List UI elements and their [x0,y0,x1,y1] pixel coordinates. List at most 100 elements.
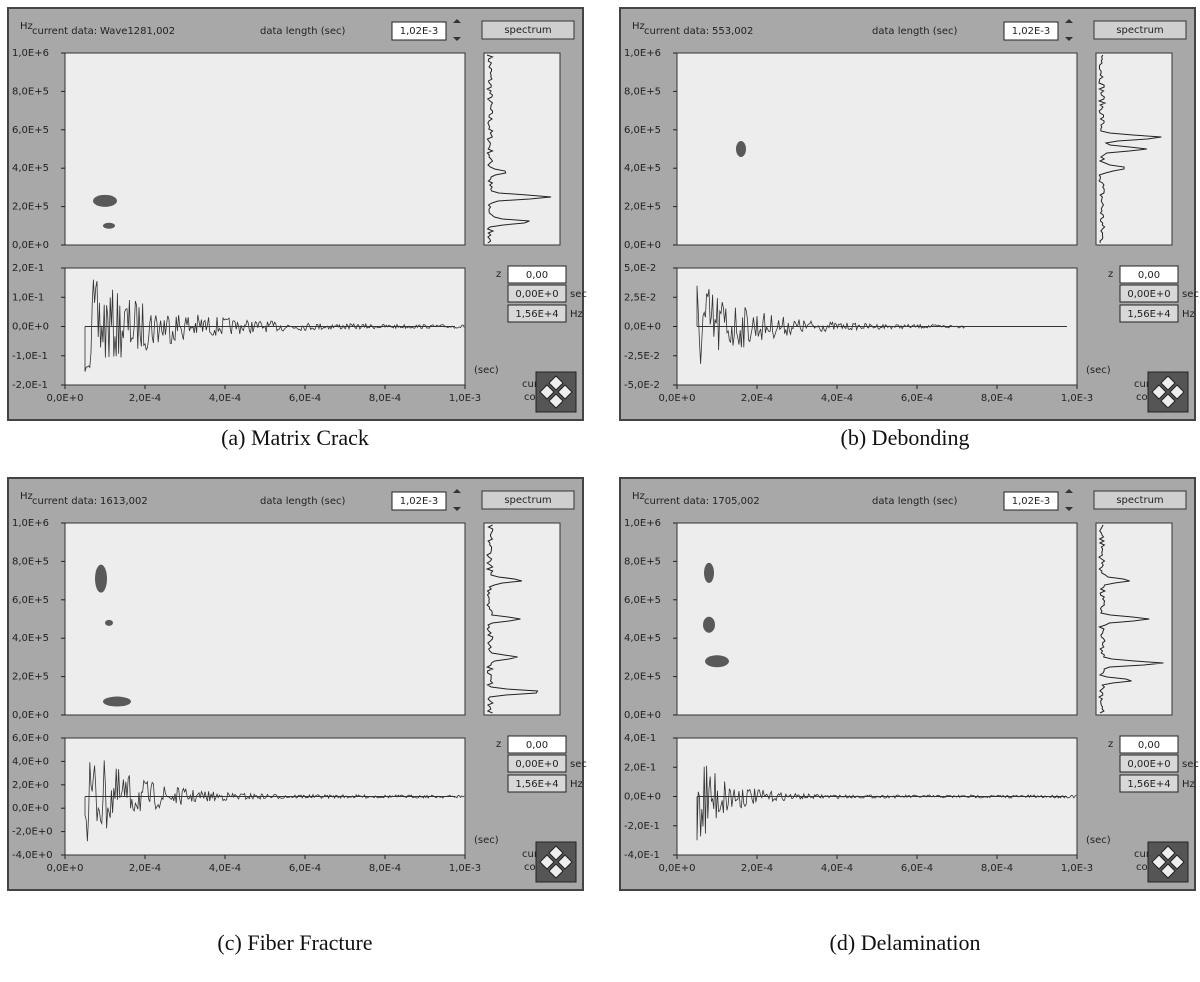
freq-unit: Hz [1182,779,1195,790]
readout-value: 0,00E+0 [515,759,558,770]
waveform-tick-label: -2,0E-1 [12,380,48,391]
data-length-label: data length (sec) [872,496,958,507]
readout-value: 1,56E+4 [515,309,558,320]
hz-label: Hz [632,21,645,32]
x-tick-label: 0,0E+0 [47,863,84,874]
x-tick-label: 6,0E-4 [901,393,933,404]
x-tick-label: 2,0E-4 [741,863,773,874]
spectrogram-blob [704,563,714,583]
readout-value: 0,00E+0 [1127,289,1170,300]
time-unit: sec [1182,759,1199,770]
spectrum-area [1096,53,1172,245]
spectrogram-blob [703,617,715,633]
x-tick-label: 8,0E-4 [981,393,1013,404]
x-tick-label: 8,0E-4 [369,393,401,404]
x-tick-label: 0,0E+0 [659,393,696,404]
spectrum-area [1096,523,1172,715]
spectrogram-area [677,523,1077,715]
spectrogram-blob [105,620,113,626]
spectrogram-tick-label: 8,0E+5 [12,86,49,97]
current-data-label: current data: [32,26,97,37]
spectrum-button-label: spectrum [1116,495,1163,506]
spectrogram-tick-label: 4,0E+5 [624,633,661,644]
freq-unit: Hz [1182,309,1195,320]
spectrogram-tick-label: 4,0E+5 [624,163,661,174]
panel: Hzcurrent data:1613,002data length (sec)… [8,478,587,890]
spectrogram-blob [93,195,117,207]
spectrogram-tick-label: 8,0E+5 [12,556,49,567]
x-tick-label: 2,0E-4 [129,393,161,404]
spectrum-area [484,53,560,245]
waveform-tick-label: 0,0E+0 [12,803,49,814]
spectrogram-tick-label: 1,0E+6 [624,518,661,529]
caption: (a) Matrix Crack [221,425,369,450]
figure: Hzcurrent data:Wave1281,002data length (… [0,0,1200,982]
spectrogram-tick-label: 4,0E+5 [12,163,49,174]
waveform-tick-label: 2,0E+0 [12,780,49,791]
freq-unit: Hz [570,309,583,320]
x-tick-label: 6,0E-4 [289,393,321,404]
x-tick-label: 6,0E-4 [901,863,933,874]
z-label: z [496,739,501,750]
spectrogram-tick-label: 6,0E+5 [624,595,661,606]
x-tick-label: 8,0E-4 [369,863,401,874]
time-unit: sec [570,289,587,300]
spectrum-button-label: spectrum [1116,25,1163,36]
waveform-tick-label: 2,5E-2 [624,292,656,303]
waveform-tick-label: 0,0E+0 [624,792,661,803]
x-unit: (sec) [1086,365,1111,376]
current-data: 553,002 [712,26,753,37]
x-tick-label: 8,0E-4 [981,863,1013,874]
spectrum-button-label: spectrum [504,25,551,36]
spectrogram-blob [95,565,107,593]
spectrogram-tick-label: 1,0E+6 [12,48,49,59]
x-tick-label: 1,0E-3 [1061,863,1093,874]
waveform-tick-label: 1,0E-1 [12,292,44,303]
current-data-label: current data: [644,496,709,507]
spectrum-area [484,523,560,715]
spectrogram-tick-label: 2,0E+5 [624,672,661,683]
waveform-tick-label: 0,0E+0 [12,322,49,333]
readout-value: 1,56E+4 [1127,779,1170,790]
caption: (b) Debonding [841,425,970,450]
readout-value: 0,00E+0 [1127,759,1170,770]
spectrogram-blob [736,141,746,157]
hz-label: Hz [632,491,645,502]
current-data: 1613,002 [100,496,148,507]
x-tick-label: 4,0E-4 [209,393,241,404]
x-unit: (sec) [474,835,499,846]
data-length: 1,02E-3 [400,26,439,37]
spectrogram-tick-label: 1,0E+6 [624,48,661,59]
spectrogram-tick-label: 2,0E+5 [12,672,49,683]
x-tick-label: 2,0E-4 [129,863,161,874]
x-tick-label: 0,0E+0 [659,863,696,874]
spectrogram-tick-label: 2,0E+5 [12,202,49,213]
spectrogram-blob [103,697,131,707]
spectrogram-tick-label: 8,0E+5 [624,556,661,567]
spectrogram-tick-label: 0,0E+0 [12,710,49,721]
waveform-tick-label: 6,0E+0 [12,733,49,744]
spectrogram-tick-label: 6,0E+5 [624,125,661,136]
waveform-tick-label: -4,0E+0 [12,850,53,861]
z-label: z [1108,739,1113,750]
spectrogram-blob [103,223,115,229]
spectrogram-tick-label: 1,0E+6 [12,518,49,529]
hz-label: Hz [20,491,33,502]
data-length-label: data length (sec) [260,26,346,37]
caption: (d) Delamination [830,930,981,955]
x-unit: (sec) [1086,835,1111,846]
data-length: 1,02E-3 [1012,26,1051,37]
caption: (c) Fiber Fracture [217,930,372,955]
spectrogram-blob [705,655,729,667]
current-data-label: current data: [32,496,97,507]
x-tick-label: 4,0E-4 [821,863,853,874]
spectrogram-tick-label: 0,0E+0 [624,710,661,721]
waveform-tick-label: -5,0E-2 [624,380,660,391]
readout-value: 1,56E+4 [515,779,558,790]
x-tick-label: 4,0E-4 [209,863,241,874]
readout-value: 0,00E+0 [515,289,558,300]
waveform-tick-label: -4,0E-1 [624,850,660,861]
x-unit: (sec) [474,365,499,376]
